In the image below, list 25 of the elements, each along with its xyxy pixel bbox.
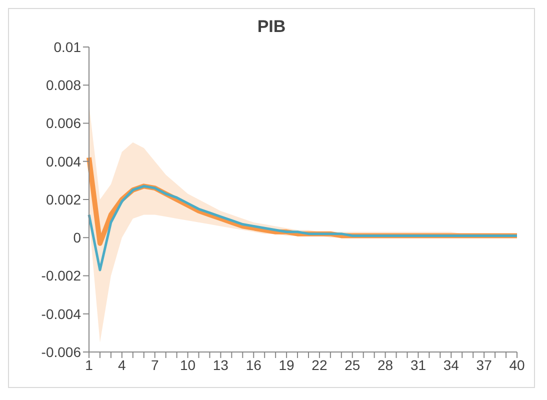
x-tick-label: 40 [509, 356, 525, 373]
y-tick-label: -0.004 [41, 306, 82, 322]
line-series [88, 184, 518, 272]
x-tick-label: 28 [378, 356, 394, 373]
x-tick-label: 7 [150, 356, 159, 373]
y-tick-label: 0.01 [54, 38, 82, 55]
chart-title: PIB [256, 17, 287, 37]
x-tick-label: 31 [410, 356, 426, 373]
y-tick-label: 0.008 [46, 77, 82, 94]
x-tick-label: 22 [312, 356, 328, 373]
y-tick-label: 0.002 [46, 191, 82, 208]
y-tick-label: -0.006 [41, 344, 82, 360]
y-tick-label: 0.004 [46, 153, 82, 170]
x-tick-label: 10 [180, 356, 196, 373]
x-tick-label: 25 [344, 356, 360, 373]
x-tick-label: 16 [246, 356, 262, 373]
x-tick-label: 37 [476, 356, 492, 373]
y-tick-label: 0.006 [46, 115, 82, 132]
x-tick-label: 1 [85, 356, 94, 373]
y-tick-label: -0.002 [41, 268, 82, 284]
x-tick-label: 13 [212, 356, 229, 373]
x-tick-label: 34 [443, 356, 460, 373]
x-tick-label: 4 [118, 356, 126, 373]
y-tick-label: 0 [73, 230, 82, 246]
x-tick-label: 19 [278, 356, 295, 373]
